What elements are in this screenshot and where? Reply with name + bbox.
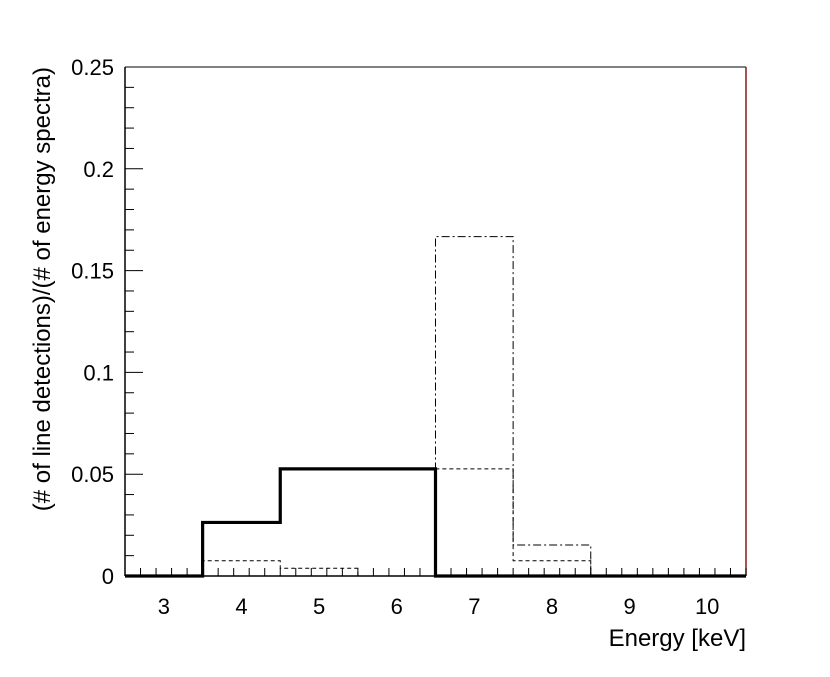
y-tick-label: 0.1 bbox=[83, 360, 114, 385]
x-tick-label: 8 bbox=[546, 594, 558, 619]
y-axis-title: (# of line detections)/(# of energy spec… bbox=[29, 67, 56, 511]
axes-layer: 3 4 5 6 7 8 9 10 0 0.05 0.1 0.15 0.2 0.25 bbox=[71, 55, 747, 619]
x-tick-label: 5 bbox=[313, 594, 325, 619]
x-tick-label: 7 bbox=[468, 594, 480, 619]
series-dash-dot-line bbox=[125, 236, 746, 577]
x-axis-title: Energy [keV] bbox=[609, 625, 746, 652]
x-tick-label: 6 bbox=[391, 594, 403, 619]
y-tick-label: 0.2 bbox=[83, 157, 114, 182]
x-tick-label: 9 bbox=[623, 594, 635, 619]
x-tick-label: 10 bbox=[695, 594, 719, 619]
x-tick-label: 4 bbox=[235, 594, 247, 619]
y-tick-label: 0.05 bbox=[71, 462, 114, 487]
x-tick-label: 3 bbox=[158, 594, 170, 619]
y-tick-label: 0 bbox=[102, 564, 114, 589]
series-layer bbox=[125, 236, 746, 578]
y-tick-label: 0.15 bbox=[71, 259, 114, 284]
y-tick-label: 0.25 bbox=[71, 55, 114, 80]
